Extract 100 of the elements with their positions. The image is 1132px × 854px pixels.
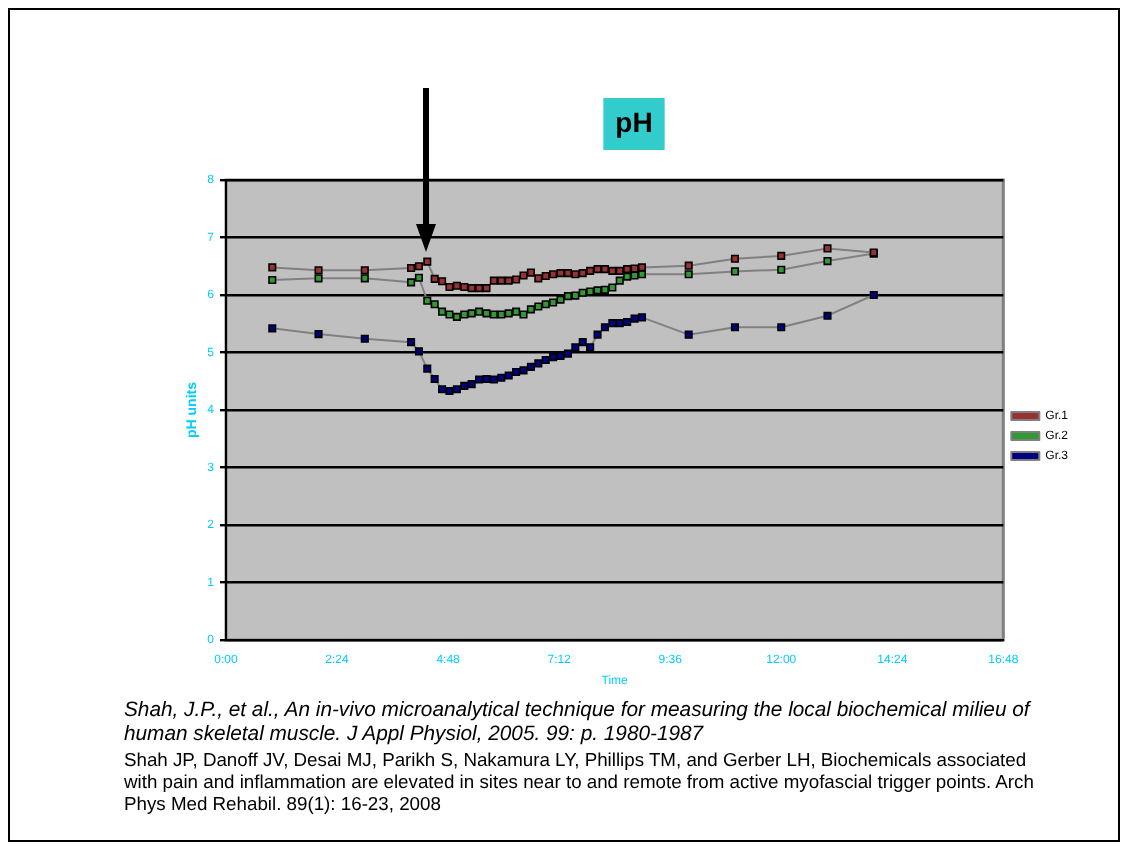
point	[608, 266, 617, 275]
text: Shah, J.P., et al., An in-vivo microanalytical technique for measuring the local biochemical milieu of human skeletal muscle. J Appl Physiol, 2005. 99: p. 1980-1987	[124, 700, 1034, 748]
point	[504, 371, 513, 380]
point	[623, 317, 632, 327]
point	[730, 254, 740, 263]
point	[423, 257, 432, 266]
point	[823, 257, 832, 266]
point	[556, 269, 565, 278]
point	[467, 380, 476, 389]
point	[314, 274, 323, 283]
point	[512, 307, 521, 316]
point	[452, 281, 461, 290]
point	[608, 319, 617, 328]
point	[615, 266, 624, 275]
point	[823, 244, 832, 253]
point	[571, 291, 580, 300]
point	[489, 310, 498, 319]
point	[563, 269, 572, 278]
point	[549, 298, 558, 307]
point	[268, 263, 277, 272]
point	[482, 284, 491, 293]
point	[360, 266, 369, 275]
point	[445, 310, 454, 319]
point	[623, 272, 632, 281]
text: Shah JP, Danoff JV, Desai MJ, Parikh S, Nakamura LY, Phillips TM, and Gerber LH, Biochemicals associated with pain and inflammation are elevated in sites near to and remote from active myofascial trigger points. Arch Phys Med Rehabil. 89(1): 16-23, 2008	[124, 748, 1036, 814]
point	[460, 381, 469, 390]
point	[869, 290, 878, 300]
point	[438, 277, 447, 286]
point	[600, 323, 609, 332]
point	[526, 305, 535, 314]
point	[534, 302, 543, 311]
point	[777, 251, 786, 260]
point	[360, 334, 369, 343]
point	[534, 274, 543, 283]
point	[630, 264, 639, 273]
point	[475, 307, 484, 316]
point	[423, 364, 432, 373]
point	[593, 265, 602, 274]
point	[600, 285, 609, 294]
point	[608, 283, 617, 292]
point	[430, 374, 439, 383]
point	[482, 374, 491, 383]
point	[630, 314, 639, 323]
point	[504, 276, 513, 285]
point	[430, 274, 439, 283]
point	[534, 359, 543, 368]
point	[414, 273, 423, 282]
point	[414, 262, 423, 271]
point	[615, 319, 624, 328]
point	[519, 271, 528, 280]
point	[586, 266, 595, 275]
point	[497, 310, 506, 319]
point	[467, 309, 476, 318]
point	[475, 375, 484, 384]
point	[482, 309, 491, 318]
point	[414, 347, 423, 356]
point	[519, 366, 528, 375]
point	[460, 310, 469, 319]
point	[512, 275, 521, 284]
point	[504, 309, 513, 318]
point	[314, 330, 323, 339]
point	[637, 263, 647, 272]
chart-title: pH	[615, 105, 653, 138]
point	[730, 267, 740, 276]
point	[777, 265, 786, 274]
point	[563, 349, 572, 358]
point	[452, 312, 461, 321]
point	[623, 265, 632, 274]
point	[423, 296, 432, 305]
point	[578, 288, 587, 297]
point	[684, 330, 693, 339]
point	[460, 282, 469, 291]
point	[684, 270, 693, 279]
point	[593, 286, 602, 295]
point	[497, 276, 506, 285]
point	[549, 353, 558, 362]
point	[497, 373, 506, 382]
point	[578, 269, 587, 278]
point	[445, 282, 454, 291]
point	[541, 300, 550, 309]
point	[438, 385, 447, 394]
point	[452, 385, 461, 394]
point	[586, 343, 595, 352]
point	[430, 300, 439, 309]
point	[777, 323, 786, 332]
point	[578, 338, 587, 347]
point	[407, 278, 416, 287]
point	[556, 295, 565, 304]
point	[526, 268, 535, 277]
point	[314, 266, 323, 275]
point	[549, 270, 558, 279]
point	[593, 330, 602, 339]
point	[512, 368, 521, 377]
point	[445, 386, 454, 396]
point	[600, 265, 609, 274]
point	[730, 323, 740, 332]
point	[407, 338, 416, 347]
point	[519, 310, 528, 319]
point	[526, 362, 535, 371]
point	[360, 274, 369, 283]
